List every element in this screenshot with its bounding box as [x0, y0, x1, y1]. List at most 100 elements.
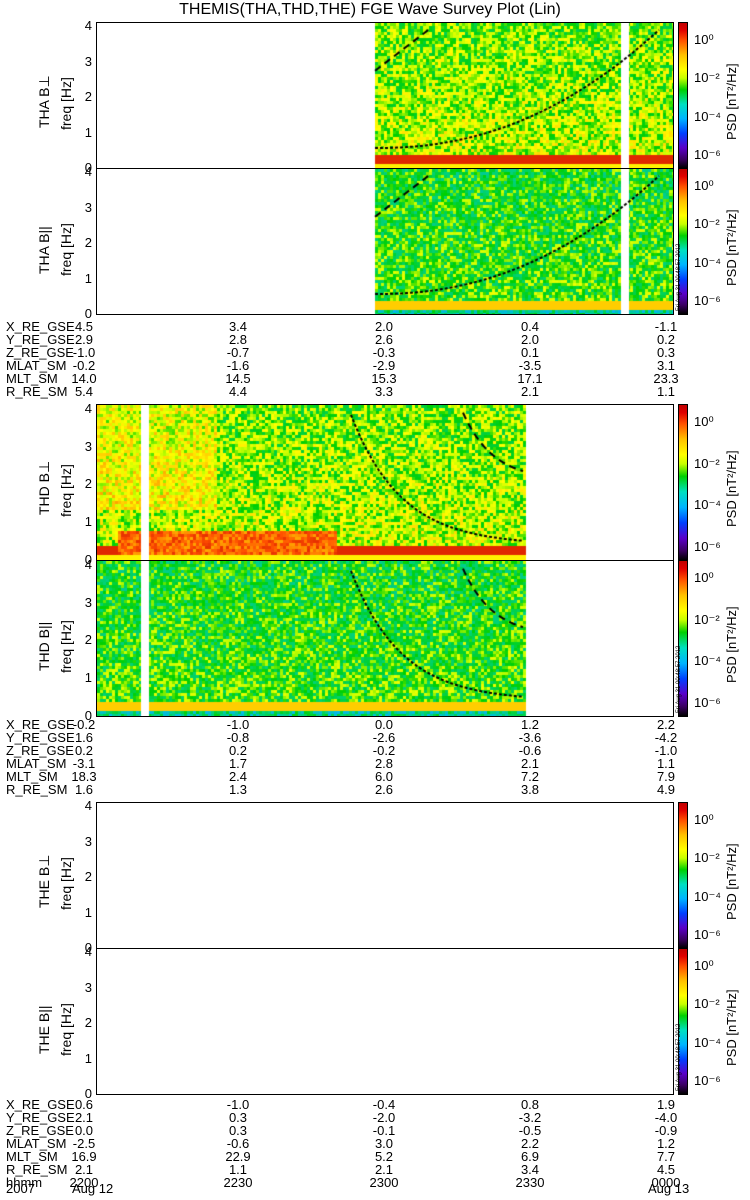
freq-tick-label: 1 [84, 514, 92, 530]
panel-label: THE B⊥ [36, 854, 52, 908]
ephemeris-value: 7.9 [656, 769, 676, 784]
colorbar-tick-label: 10⁻⁶ [694, 1073, 721, 1089]
freq-tick-label: 2 [84, 1015, 92, 1031]
spectrogram-canvas [97, 949, 673, 1094]
ephemeris-value: 2.6 [374, 782, 394, 797]
ephemeris-name: R_RE_SM [6, 1162, 68, 1177]
freq-tick-label: 0 [84, 1086, 92, 1101]
ephemeris-value: -0.2 [72, 717, 96, 732]
ephemeris-value: 0.8 [520, 1097, 540, 1112]
panel-label: THE B|| [36, 1004, 52, 1054]
ephemeris-value: 2.8 [374, 756, 394, 771]
spectrogram-canvas [97, 405, 673, 560]
date-start: Aug 12 [72, 1181, 114, 1196]
ephemeris-value: 3.4 [520, 1162, 540, 1177]
ephemeris-value: 1.6 [74, 782, 94, 797]
freq-tick-label: 2 [84, 869, 92, 885]
freq-tick-label: 3 [84, 53, 92, 69]
colorbar-tick-label: 10⁻⁴ [694, 108, 721, 124]
colorbar-tick-label: 10⁻² [694, 455, 720, 471]
ephemeris-value: 2.1 [74, 1162, 94, 1177]
ephemeris-value: -1.0 [226, 717, 250, 732]
ephemeris-value: 2.0 [520, 332, 540, 347]
ephemeris-value: 0.3 [228, 1123, 248, 1138]
ephemeris-value: 14.0 [71, 371, 97, 386]
ephemeris-value: -2.6 [372, 730, 396, 745]
timestamp-stamp: Fri Aug 31 00:48:57 2012 [676, 1023, 682, 1091]
colorbar-tick-label: 10⁰ [694, 958, 714, 973]
ephemeris-value: 6.0 [374, 769, 394, 784]
date-end: Aug 13 [648, 1181, 690, 1196]
freq-tick-label: 4 [84, 400, 92, 416]
colorbar-tick-label: 10⁻⁶ [694, 538, 721, 554]
ephemeris-value: 2.1 [520, 384, 540, 399]
colorbar-title: PSD [nT²/Hz] [724, 842, 739, 920]
panel-label: THD B|| [36, 621, 52, 671]
ephemeris-value: 2.2 [520, 1136, 540, 1151]
ephemeris-value: 2.6 [374, 332, 394, 347]
ephemeris-value: -0.4 [372, 1097, 396, 1112]
ephemeris-value: -3.5 [518, 358, 542, 373]
ephemeris-value: 5.4 [74, 384, 94, 399]
ephemeris-name: R_RE_SM [6, 782, 68, 797]
ephemeris-value: 0.6 [74, 1097, 94, 1112]
ephemeris-value: 2.1 [374, 1162, 394, 1177]
ephemeris-value: 0.3 [228, 1110, 248, 1125]
ephemeris-value: 1.3 [228, 782, 248, 797]
ephemeris-value: -2.0 [372, 1110, 396, 1125]
colorbar-title: PSD [nT²/Hz] [724, 449, 739, 527]
ephemeris-value: 2.4 [228, 769, 248, 784]
ephemeris-name: MLT_SM [6, 1149, 58, 1164]
ephemeris-value: 2230 [223, 1175, 253, 1190]
ephemeris-value: -0.7 [226, 345, 250, 360]
ephemeris-value: -1.0 [226, 1097, 250, 1112]
freq-tick-label: 2 [84, 89, 92, 105]
freq-tick-label: 0 [84, 552, 92, 567]
spectrogram-panel [96, 168, 674, 315]
colorbar [678, 168, 688, 315]
ephemeris-value: 16.9 [71, 1149, 97, 1164]
ephemeris-value: 2.2 [656, 717, 676, 732]
ephemeris-value: 1.1 [656, 756, 676, 771]
ephemeris-value: 4.5 [656, 1162, 676, 1177]
ephemeris-value: 23.3 [653, 371, 679, 386]
freq-tick-label: 1 [84, 904, 92, 920]
colorbar-tick-label: 10⁻⁶ [694, 927, 721, 943]
ephemeris-value: 1.1 [656, 384, 676, 399]
ephemeris-value: 0.0 [74, 1123, 94, 1138]
ephemeris-name: Y_RE_GSE [6, 332, 75, 347]
ephemeris-value: 1.2 [520, 717, 540, 732]
freq-tick-label: 0 [84, 306, 92, 321]
ephemeris-name: X_RE_GSE [6, 717, 75, 732]
ephemeris-value: 2330 [515, 1175, 545, 1190]
ephemeris-value: 1.7 [228, 756, 248, 771]
freq-tick-label: 3 [84, 438, 92, 454]
panel-label: THD B⊥ [36, 460, 52, 515]
ephemeris-value: -1.1 [654, 319, 678, 334]
spectrogram-canvas [97, 803, 673, 948]
freq-tick-label: 3 [84, 833, 92, 849]
ephemeris-name: Z_RE_GSE [6, 743, 74, 758]
colorbar-tick-label: 10⁰ [694, 178, 714, 193]
ephemeris-name: Y_RE_GSE [6, 730, 75, 745]
colorbar-tick-label: 10⁻⁶ [694, 293, 721, 309]
colorbar-tick-label: 10⁻⁴ [694, 497, 721, 513]
ephemeris-name: X_RE_GSE [6, 319, 75, 334]
ephemeris-value: 2300 [369, 1175, 399, 1190]
ephemeris-value: 0.4 [520, 319, 540, 334]
colorbar-tick-label: 10⁻⁴ [694, 653, 721, 669]
ephemeris-value: -3.2 [518, 1110, 542, 1125]
freq-tick-label: 1 [84, 124, 92, 140]
colorbar-tick-label: 10⁻² [694, 611, 720, 627]
ephemeris-value: 3.8 [520, 782, 540, 797]
ephemeris-value: 1.2 [656, 1136, 676, 1151]
ephemeris-value: 2.1 [74, 1110, 94, 1125]
freq-tick-label: 4 [84, 164, 92, 180]
freq-tick-label: 0 [84, 940, 92, 955]
colorbar-title: PSD [nT²/Hz] [724, 208, 739, 286]
ephemeris-name: hhmm [6, 1175, 43, 1190]
ephemeris-value: -0.2 [72, 358, 96, 373]
ephemeris-value: 0.2 [228, 743, 248, 758]
ephemeris-value: -0.5 [518, 1123, 542, 1138]
colorbar [678, 22, 688, 169]
